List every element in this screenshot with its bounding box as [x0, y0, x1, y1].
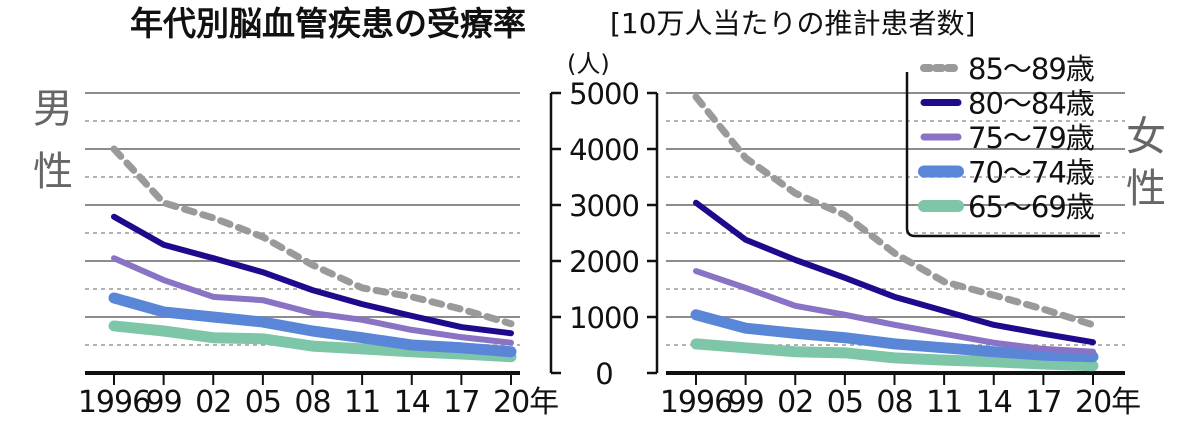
chart-subtitle: [10万人当たりの推計患者数]	[610, 7, 975, 40]
legend-label: 65〜69歳	[968, 190, 1094, 224]
y-tick-label: 2000	[569, 245, 639, 279]
x-tick-label: 02	[777, 385, 813, 420]
x-tick-label: 17	[443, 385, 479, 420]
panel-label-female-1: 女	[1126, 114, 1166, 160]
series-line-male-2	[111, 255, 514, 346]
y-axis-unit: (人)	[567, 50, 610, 78]
x-tick-label: 11	[926, 385, 962, 420]
y-tick-label: 3000	[569, 189, 639, 223]
legend-frame	[905, 72, 1100, 238]
y-tick-label: 1000	[569, 301, 639, 335]
series-line-male-3	[108, 292, 517, 358]
chart-title: 年代別脳血管疾患の受療率	[130, 4, 526, 43]
x-tick-label: 08	[294, 385, 330, 420]
x-tick-label: 14	[976, 385, 1012, 420]
series-line-male-4	[108, 320, 517, 363]
series-line-female-1	[693, 199, 1096, 346]
x-tick-label: 08	[876, 385, 912, 420]
y-tick-label: 4000	[569, 133, 639, 167]
series-line-male-1	[111, 213, 514, 337]
legend-label: 75〜79歳	[968, 121, 1094, 155]
x-tick-label: 99	[146, 385, 182, 420]
y-tick-label: 5000	[569, 77, 639, 111]
panel-label-male-1: 男	[33, 86, 73, 132]
panel-label-male-2: 性	[33, 149, 73, 195]
legend-label: 85〜89歳	[968, 52, 1094, 86]
x-tick-label: 1996	[660, 385, 732, 420]
x-tick-label: 20年	[493, 385, 558, 420]
y-tick-label: 0	[595, 357, 612, 391]
x-tick-label: 14	[394, 385, 430, 420]
series-lines	[108, 93, 1099, 372]
series-line-female-4	[690, 338, 1099, 372]
legend-label: 70〜74歳	[968, 156, 1094, 190]
x-tick-label: 05	[827, 385, 863, 420]
x-tick-label: 17	[1025, 385, 1061, 420]
series-line-female-3	[690, 309, 1099, 363]
series-line-female-2	[693, 268, 1096, 355]
x-tick-label: 99	[728, 385, 764, 420]
x-tick-label: 11	[344, 385, 380, 420]
series-line-male-0	[110, 145, 515, 328]
panel-label-female-2: 性	[1126, 166, 1166, 212]
x-tick-label: 05	[245, 385, 281, 420]
x-tick-label: 20年	[1075, 385, 1140, 420]
legend-label: 80〜84歳	[968, 87, 1094, 121]
series-line-female-0	[692, 93, 1097, 329]
x-tick-label: 1996	[78, 385, 150, 420]
x-tick-label: 02	[195, 385, 231, 420]
